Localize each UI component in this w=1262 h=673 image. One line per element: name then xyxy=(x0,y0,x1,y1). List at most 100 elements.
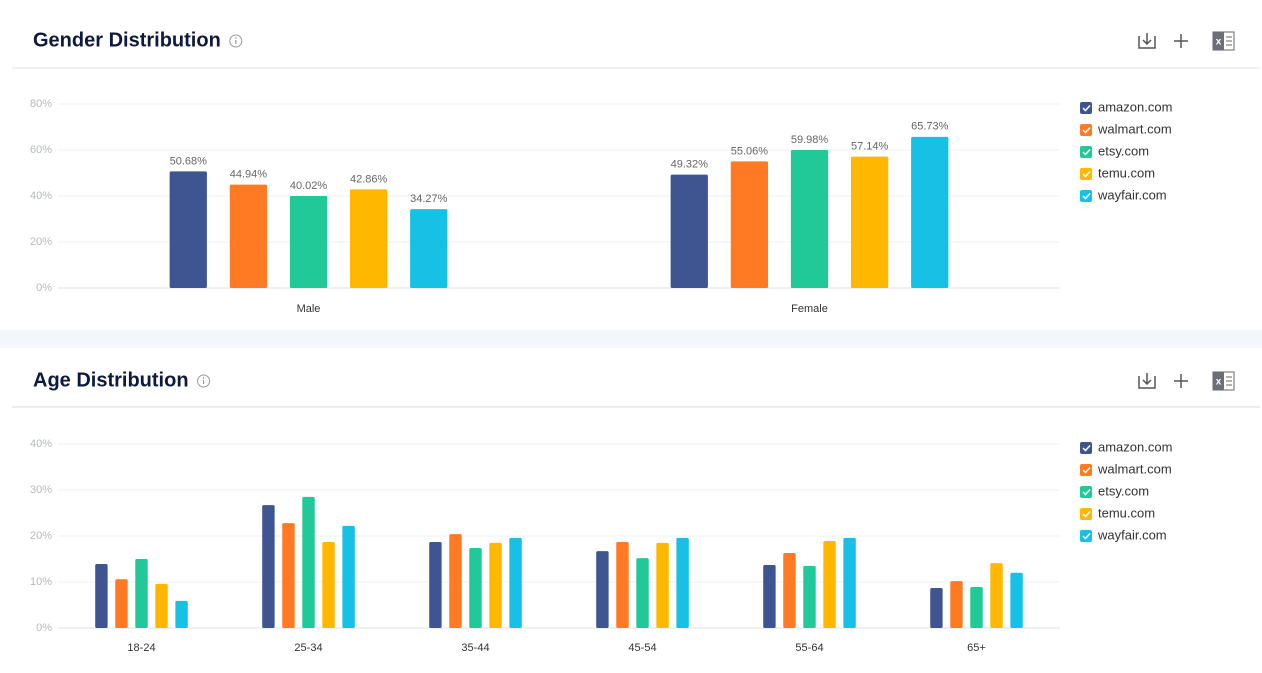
bar xyxy=(676,537,689,628)
legend-check xyxy=(1082,192,1091,200)
bar xyxy=(410,209,448,288)
y-tick-label: 80% xyxy=(30,98,52,110)
y-tick-label: 0% xyxy=(36,282,52,294)
data-label: 42.86% xyxy=(350,173,388,185)
bar xyxy=(155,583,168,628)
bar xyxy=(302,496,315,628)
bar xyxy=(289,195,328,288)
bar xyxy=(790,150,829,288)
toolbar: x xyxy=(1138,371,1235,391)
legend-check xyxy=(1082,488,1091,496)
y-tick-label: 0% xyxy=(36,622,52,634)
svg-text:x: x xyxy=(1216,377,1222,388)
data-label: 49.32% xyxy=(671,158,709,170)
y-tick-label: 40% xyxy=(30,438,52,450)
y-tick-label: 10% xyxy=(30,576,52,588)
legend-label[interactable]: wayfair.com xyxy=(1097,527,1167,542)
legend-label[interactable]: wayfair.com xyxy=(1097,187,1167,202)
bar xyxy=(823,541,836,628)
y-tick-label: 20% xyxy=(30,236,52,248)
info-icon[interactable] xyxy=(197,374,211,388)
x-tick-label: 65+ xyxy=(967,642,986,654)
legend-checkbox[interactable] xyxy=(1080,102,1092,114)
x-tick-label: 45-54 xyxy=(628,642,656,654)
legend-label[interactable]: amazon.com xyxy=(1098,439,1172,454)
add-icon[interactable] xyxy=(1174,374,1188,388)
y-tick-label: 30% xyxy=(30,484,52,496)
bar xyxy=(135,559,148,628)
bar xyxy=(349,189,388,288)
x-tick-label: 18-24 xyxy=(127,642,155,654)
add-icon[interactable] xyxy=(1174,34,1188,48)
data-label: 65.73% xyxy=(911,121,949,133)
data-label: 50.68% xyxy=(170,155,208,167)
legend-label[interactable]: temu.com xyxy=(1098,165,1155,180)
legend-check xyxy=(1082,126,1091,134)
legend-checkbox[interactable] xyxy=(1080,190,1092,202)
info-icon[interactable] xyxy=(229,34,243,48)
y-tick-label: 20% xyxy=(30,530,52,542)
x-tick-label: 55-64 xyxy=(795,642,823,654)
bar xyxy=(429,541,442,628)
info-icon-dot xyxy=(202,377,205,379)
legend-label[interactable]: walmart.com xyxy=(1097,121,1172,136)
x-tick-label: Female xyxy=(791,303,828,315)
legend-label[interactable]: etsy.com xyxy=(1098,483,1149,498)
download-icon[interactable] xyxy=(1138,33,1156,49)
bar xyxy=(970,587,983,628)
legend-label[interactable]: amazon.com xyxy=(1098,99,1172,114)
legend-checkbox[interactable] xyxy=(1080,168,1092,180)
bar xyxy=(175,600,188,628)
bar xyxy=(950,581,963,628)
bar xyxy=(656,542,669,628)
bar xyxy=(262,505,275,628)
bar xyxy=(803,565,816,628)
legend-label[interactable]: walmart.com xyxy=(1097,461,1172,476)
legend-label[interactable]: temu.com xyxy=(1098,505,1155,520)
bar xyxy=(763,564,776,628)
x-tick-label: Male xyxy=(297,303,321,315)
bar xyxy=(469,547,482,628)
legend-checkbox[interactable] xyxy=(1080,508,1092,520)
legend-checkbox[interactable] xyxy=(1080,530,1092,542)
excel-icon[interactable]: x xyxy=(1212,371,1235,391)
bar xyxy=(322,541,335,628)
bar xyxy=(115,579,128,628)
data-label: 59.98% xyxy=(791,134,829,146)
bar xyxy=(489,542,502,628)
x-tick-label: 35-44 xyxy=(461,642,489,654)
legend-checkbox[interactable] xyxy=(1080,124,1092,136)
data-label: 44.94% xyxy=(230,169,268,181)
legend-check xyxy=(1082,444,1091,452)
bar xyxy=(229,184,268,288)
bar xyxy=(1010,572,1023,628)
info-icon-dot xyxy=(234,37,237,39)
legend-check xyxy=(1082,170,1091,178)
legend-checkbox[interactable] xyxy=(1080,146,1092,158)
legend-check xyxy=(1082,466,1091,474)
bar xyxy=(636,558,649,628)
legend-check xyxy=(1082,510,1091,518)
bar xyxy=(169,171,207,288)
bar xyxy=(843,537,856,628)
bar xyxy=(342,525,355,628)
x-tick-label: 25-34 xyxy=(294,642,322,654)
data-label: 34.27% xyxy=(410,193,448,205)
bar xyxy=(282,523,295,628)
legend-check xyxy=(1082,532,1091,540)
download-icon[interactable] xyxy=(1138,373,1156,389)
excel-icon[interactable]: x xyxy=(1212,31,1235,51)
bar xyxy=(911,136,949,288)
data-label: 40.02% xyxy=(290,180,328,192)
legend-checkbox[interactable] xyxy=(1080,486,1092,498)
y-tick-label: 40% xyxy=(30,190,52,202)
legend-label[interactable]: etsy.com xyxy=(1098,143,1149,158)
bar xyxy=(596,551,609,628)
legend-checkbox[interactable] xyxy=(1080,442,1092,454)
card-title: Age Distribution xyxy=(33,369,189,391)
legend-checkbox[interactable] xyxy=(1080,464,1092,476)
data-label: 55.06% xyxy=(731,145,769,157)
bar xyxy=(783,553,796,628)
bar xyxy=(930,587,943,628)
